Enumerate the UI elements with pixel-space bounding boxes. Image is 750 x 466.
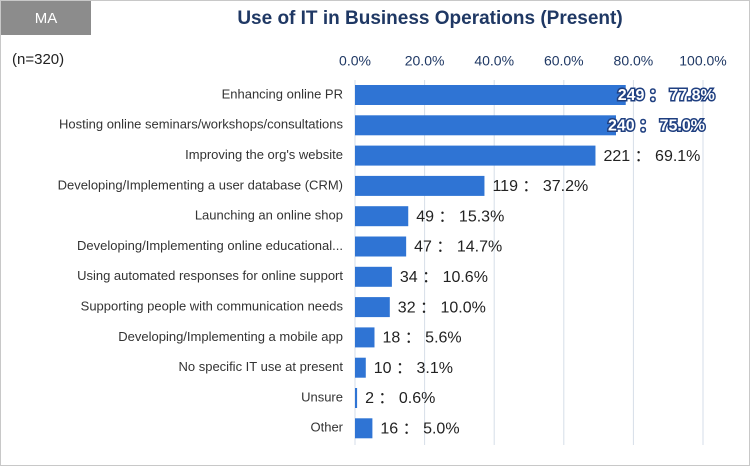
chart-title: Use of IT in Business Operations (Presen… bbox=[237, 8, 622, 29]
bar bbox=[355, 145, 596, 166]
x-tick-label: 80.0% bbox=[614, 53, 654, 69]
category-label: Supporting people with communication nee… bbox=[81, 299, 344, 314]
value-label: 119 ： 37.2% bbox=[492, 178, 588, 195]
category-label: Using automated responses for online sup… bbox=[77, 268, 343, 283]
bar bbox=[355, 297, 390, 318]
bar bbox=[355, 206, 409, 227]
value-label: 221 ： 69.1% bbox=[603, 148, 700, 165]
bar bbox=[355, 85, 626, 105]
value-label: 32 ： 10.0% bbox=[398, 299, 486, 316]
bar bbox=[355, 236, 407, 257]
category-label: Developing/Implementing online education… bbox=[77, 238, 343, 253]
x-tick-label: 0.0% bbox=[339, 53, 371, 69]
badge: MA bbox=[35, 10, 58, 27]
value-label: 49 ： 15.3% bbox=[416, 208, 504, 225]
note: (n=320) bbox=[12, 51, 64, 68]
category-label: Hosting online seminars/workshops/consul… bbox=[59, 117, 343, 132]
category-label: No specific IT use at present bbox=[178, 359, 343, 374]
value-label: 2 ： 0.6% bbox=[365, 390, 435, 407]
category-label: Enhancing online PR bbox=[222, 86, 343, 101]
value-label: 18 ： 5.6% bbox=[382, 330, 461, 347]
value-label: 10 ： 3.1% bbox=[374, 360, 453, 377]
bar bbox=[355, 115, 616, 136]
value-label: 16 ： 5.0% bbox=[380, 421, 459, 438]
bar bbox=[355, 388, 358, 408]
value-label: 47 ： 14.7% bbox=[414, 239, 502, 256]
bar bbox=[355, 418, 373, 439]
bar bbox=[355, 327, 375, 348]
value-label: 34 ： 10.6% bbox=[400, 269, 488, 286]
x-tick-label: 100.0% bbox=[679, 53, 726, 69]
bar bbox=[355, 175, 485, 196]
value-label: 249 ： 77.8% bbox=[618, 87, 715, 104]
category-label: Launching an online shop bbox=[195, 208, 343, 223]
bar bbox=[355, 357, 366, 378]
value-label: 240 ： 75.0% bbox=[608, 118, 705, 135]
x-tick-label: 40.0% bbox=[474, 53, 514, 69]
category-label: Other bbox=[310, 420, 343, 435]
x-tick-label: 20.0% bbox=[405, 53, 445, 69]
category-label: Developing/Implementing a user database … bbox=[58, 177, 343, 192]
badge-box bbox=[1, 1, 91, 35]
x-tick-label: 60.0% bbox=[544, 53, 584, 69]
category-label: Unsure bbox=[301, 389, 343, 404]
category-label: Improving the org's website bbox=[185, 147, 343, 162]
bar bbox=[355, 266, 392, 287]
category-label: Developing/Implementing a mobile app bbox=[118, 329, 343, 344]
